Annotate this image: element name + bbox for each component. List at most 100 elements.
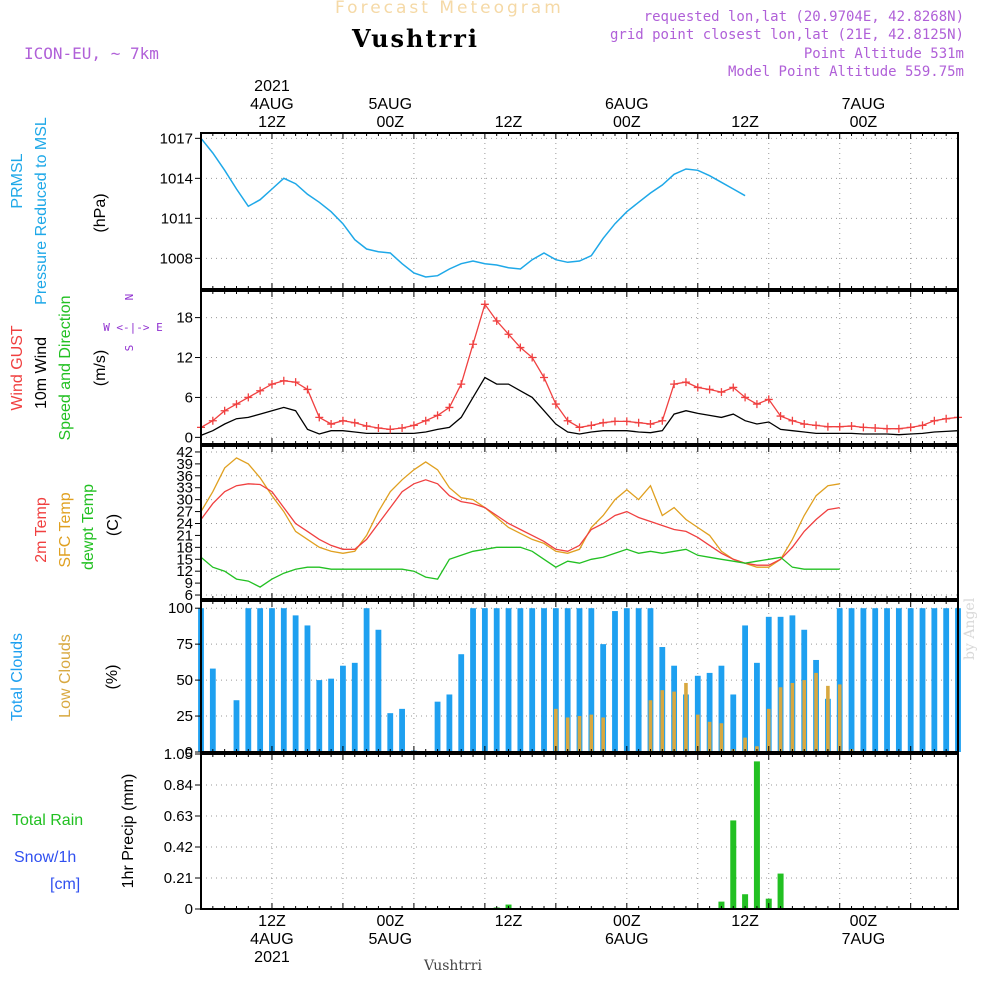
wind-gust-marker [208,416,217,425]
wind-gust-marker [859,423,868,432]
total-clouds-bar [280,608,287,752]
temperature-y-tick-label: 12 [176,563,193,580]
requested-coordinates: requested lon,lat (20.9704E, 42.8268N) [643,9,964,25]
temperature-y-tick-label: 9 [185,575,193,592]
temperature-y-tick-label: 24 [176,515,193,532]
total-clouds-bar [765,616,772,752]
wind-gust-marker [291,378,300,387]
total-clouds-bar [363,608,370,752]
bottom-time-label: 12Z [731,913,759,930]
low-clouds-label: Low Clouds [57,634,74,718]
wind-10m-label: 10m Wind [33,337,50,409]
wind-gust-marker [788,416,797,425]
wind-gust-marker [457,380,466,389]
bottom-time-label: 00Z [613,913,641,930]
pressure-line [200,137,746,278]
precip-y-tick-label: 0.42 [164,839,193,856]
clouds-y-tick-label: 100 [168,600,193,617]
bottom-location-label: Vushtrri [424,958,482,974]
pressure-y-tick-label: 1017 [160,130,193,147]
temperature-y-tick-label: 15 [176,551,193,568]
wind-gust-marker [362,422,371,431]
pressure-unit-label: (hPa) [92,193,109,232]
wind-gust-marker [894,424,903,433]
axes-layer [195,132,959,910]
low-clouds-bar [684,682,688,752]
total-clouds-bar [245,608,252,752]
top-time-label: 4AUG [250,96,294,113]
low-clouds-bar [554,708,558,752]
wind-gust-marker [752,400,761,409]
temperature-y-tick-label: 27 [176,504,193,521]
snow-label: Snow/1h [14,849,76,866]
temp-unit-label: (C) [105,514,122,536]
wind-gust-marker [267,380,276,389]
model-point-altitude: Model Point Altitude 559.75m [727,64,964,80]
compass-west-east-label: W <-|-> E [103,321,163,334]
wind-gust-marker [658,416,667,425]
wind-gust-marker [516,343,525,352]
total-clouds-bar [777,616,784,752]
total-clouds-bar [754,662,760,752]
total-clouds-bar [233,700,240,752]
wind-gust-marker [480,300,489,309]
low-clouds-bar [707,721,712,752]
temperature-y-tick-label: 36 [176,468,193,485]
precip-y-tick-label: 0.84 [164,777,193,794]
bottom-time-label: 7AUG [842,931,886,948]
wind-gust-marker [409,421,418,430]
wind-gust-marker [693,383,702,392]
wind-gust-marker [256,386,265,395]
low-clouds-bar [589,714,594,752]
total-clouds-bar [895,608,902,752]
low-clouds-bar [660,690,665,752]
low-clouds-bar [648,700,653,752]
precip-unit-label: 1hr Precip (mm) [120,774,137,889]
wind-gust-marker [741,393,750,402]
total-rain-label: Total Rain [12,812,83,829]
total-clouds-bar [730,694,737,752]
wind-gust-marker [847,422,856,431]
wind-y-tick-label: 12 [176,350,193,367]
wind-gust-marker [776,412,785,421]
rain-bar [753,761,760,909]
temperature-y-tick-label: 42 [176,444,193,461]
total-clouds-bar [541,608,547,752]
top-time-label: 5AUG [368,96,412,113]
wind-gust-marker [421,416,430,425]
wind-gust-marker [646,420,655,429]
total-clouds-bar [931,608,938,752]
total-clouds-bar [919,608,926,752]
total-clouds-bar [576,608,583,752]
total-clouds-bar [718,665,725,752]
bottom-time-label: 6AUG [605,931,649,948]
location-name: Vushtrri [352,24,479,53]
total-clouds-bar [387,713,394,752]
top-time-label: 6AUG [605,96,649,113]
total-clouds-bar [316,680,323,752]
wind-gust-marker [942,414,951,423]
total-clouds-bar [351,662,358,752]
total-clouds-bar [470,608,476,752]
wind-gust-marker [681,378,690,387]
low-clouds-bar [565,717,570,752]
total-clouds-bar [209,668,216,752]
total-clouds-bar [328,678,335,752]
wind-gust-label: Wind GUST [9,325,26,411]
top-time-label: 2021 [254,78,290,95]
low-clouds-bar [601,717,605,752]
bottom-time-label: 2021 [254,949,290,966]
precip-y-tick-label: 1.05 [164,746,193,763]
compass-south-label: S [123,345,136,352]
top-time-label: 00Z [850,114,878,131]
wind-unit-label: (m/s) [92,350,109,386]
clouds-y-tick-label: 75 [176,636,193,653]
wind-y-tick-label: 0 [185,429,193,446]
pressure-y-tick-label: 1014 [160,170,193,187]
total-clouds-bar [907,608,914,752]
wind-gust-marker [220,406,229,415]
low-clouds-bar [826,685,830,752]
total-clouds-bar [458,654,465,752]
wind-gust-marker [469,340,478,349]
